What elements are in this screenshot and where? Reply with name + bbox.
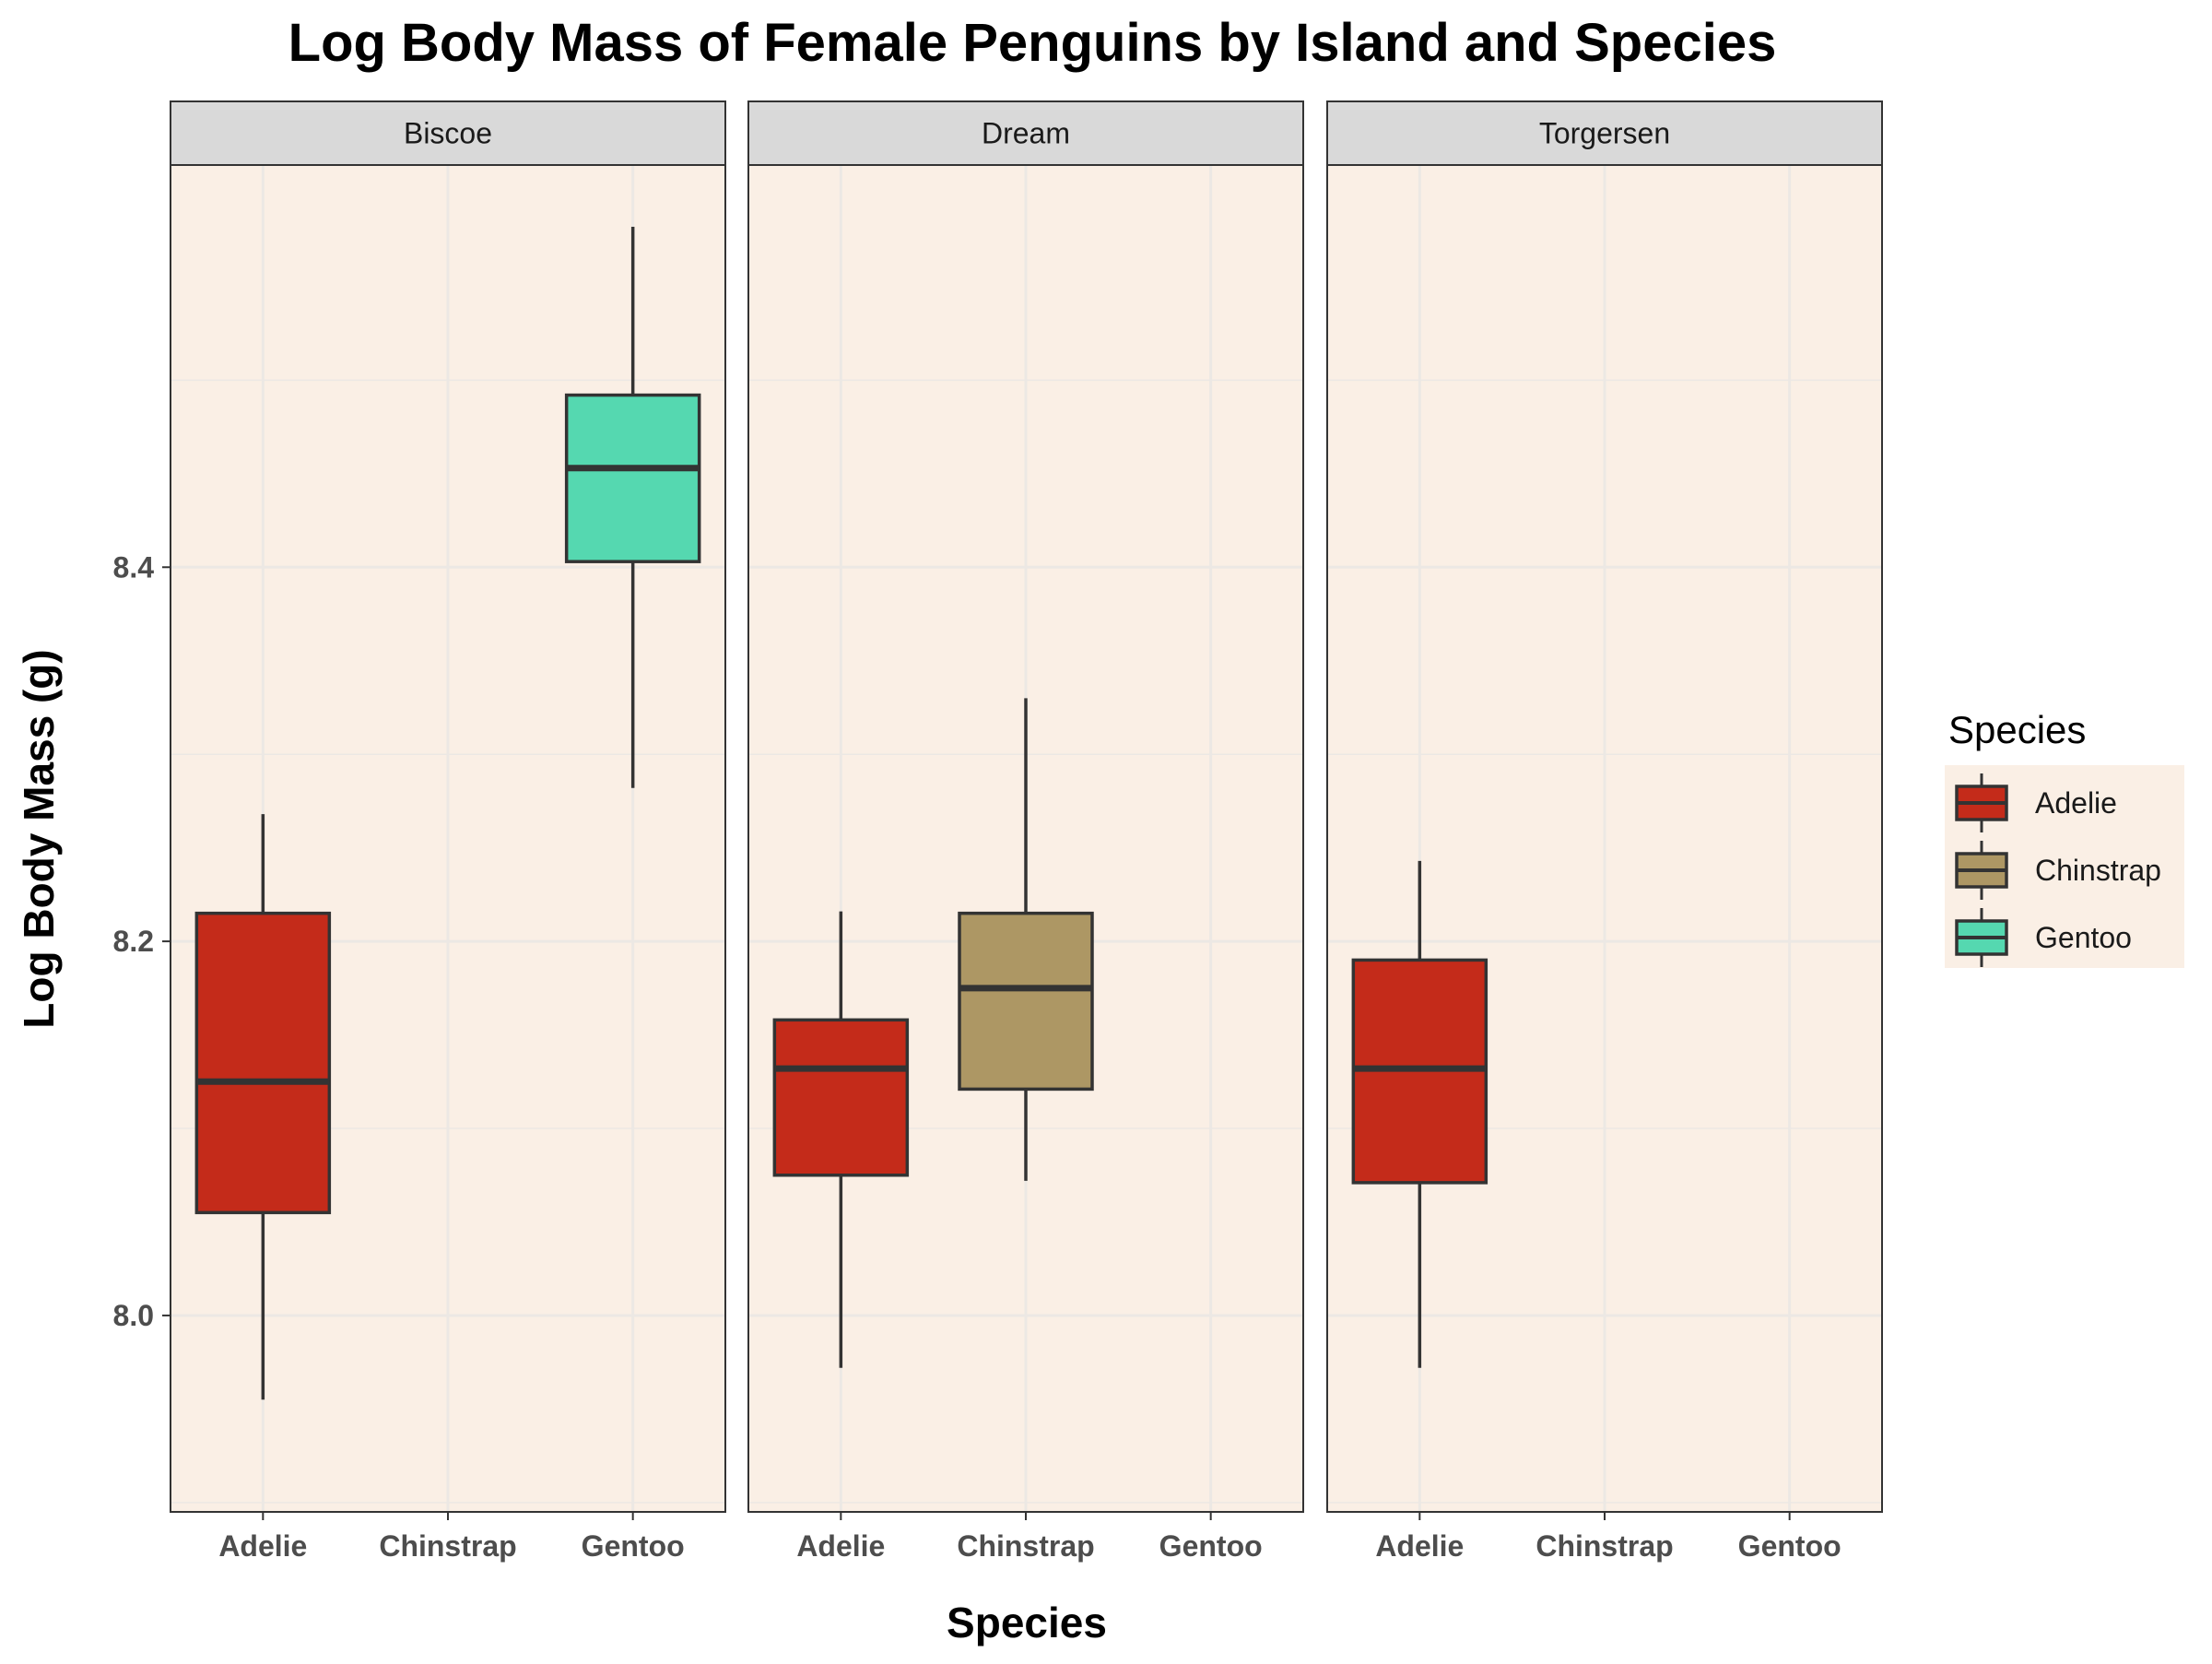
facet-panel-dream: Dream Adelie Chinstrap Gentoo [747,100,1304,1563]
y-tick-label: 8.2 [113,925,154,958]
box-biscoe-gentoo [564,226,701,788]
legend-entry-chinstrap: Chinstrap [1955,841,2161,900]
legend: Species Adelie Chinstrap Gentoo [1945,708,2184,968]
facet-strip-label: Biscoe [404,117,492,150]
y-axis-ticks: 8.0 8.2 8.4 [113,550,171,1332]
x-tick-label: Adelie [218,1529,307,1563]
facet-panel-torgersen: Torgersen Adelie Chinstrap Gentoo [1326,100,1883,1563]
y-tick-label: 8.4 [113,550,155,584]
box-body [194,911,332,1215]
facet-panel-biscoe: Biscoe Adelie Chinstrap Gentoo [170,100,726,1563]
x-tick-label: Chinstrap [379,1529,516,1563]
facet-strip-label: Torgersen [1539,117,1670,150]
facet-strip-dream [747,100,1304,166]
y-tick-label: 8.0 [113,1299,154,1332]
x-tick-label: Chinstrap [1535,1529,1673,1563]
box-biscoe-adelie [194,814,332,1400]
box-body [772,1018,910,1177]
box-dream-adelie [772,911,910,1368]
y-axis-title: Log Body Mass (g) [15,649,63,1028]
box-torgersen-adelie [1351,860,1488,1368]
x-axis-title: Species [947,1599,1107,1646]
facet-strip-label: Dream [982,117,1070,150]
legend-title: Species [1948,708,2086,751]
x-tick-label: Gentoo [582,1529,685,1563]
x-tick-label: Gentoo [1738,1529,1841,1563]
x-tick-label: Adelie [1375,1529,1464,1563]
box-body [564,393,701,563]
facet-strip-biscoe [170,100,726,166]
box-body [958,911,1094,1092]
legend-label: Adelie [2035,786,2117,820]
legend-label: Gentoo [2035,921,2132,954]
chart-title: Log Body Mass of Female Penguins by Isla… [288,13,1777,73]
legend-entry-adelie: Adelie [1955,773,2117,832]
legend-entry-gentoo: Gentoo [1955,908,2132,967]
box-dream-chinstrap [958,698,1094,1181]
facet-panels: Biscoe Adelie Chinstrap Gentoo Dream Adelie Ch… [170,100,1883,1563]
x-tick-label: Chinstrap [957,1529,1094,1563]
x-tick-label: Adelie [796,1529,885,1563]
x-tick-label: Gentoo [1159,1529,1263,1563]
legend-label: Chinstrap [2035,854,2161,887]
